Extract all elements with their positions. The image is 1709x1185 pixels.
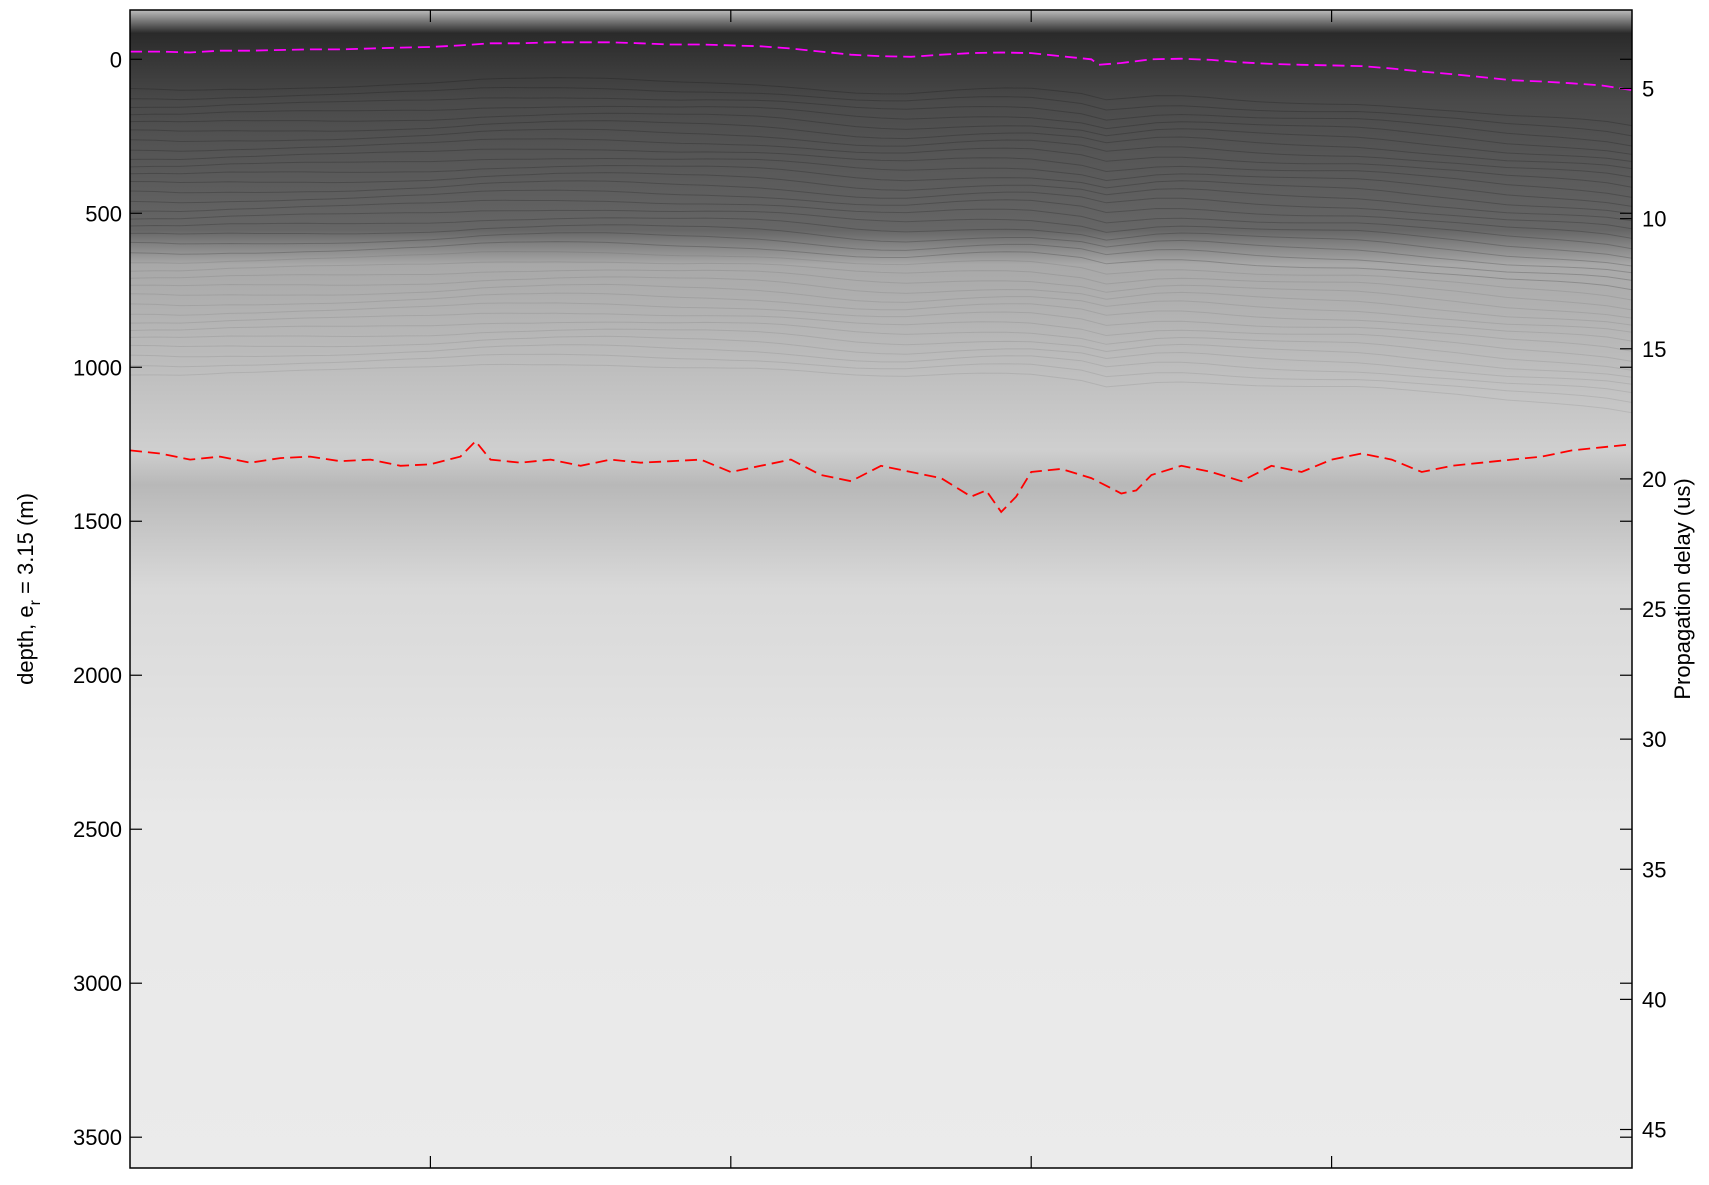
internal-layer	[130, 172, 1632, 222]
internal-layer	[130, 224, 1632, 274]
internal-layer	[130, 86, 1632, 137]
internal-layer	[130, 328, 1632, 378]
internal-layer	[130, 321, 1632, 371]
internal-layer	[130, 97, 1632, 147]
internal-layer	[130, 269, 1632, 319]
internal-layer	[130, 180, 1632, 230]
internal-layer	[130, 292, 1632, 342]
y2-tick-label: 25	[1642, 597, 1666, 622]
x-axis-ticks	[429, 10, 1333, 1168]
radar-image	[130, 10, 1632, 1168]
internal-layer	[130, 148, 1632, 198]
internal-layer	[130, 353, 1632, 403]
radar-texture	[130, 77, 1632, 414]
internal-layer	[130, 283, 1632, 333]
internal-layer	[130, 335, 1632, 385]
internal-layer	[130, 128, 1632, 178]
internal-layer	[130, 312, 1632, 362]
internal-layer	[130, 302, 1632, 352]
internal-layer	[130, 241, 1632, 291]
y2-tick-label: 20	[1642, 467, 1666, 492]
y2-axis-ticks: 5 10 15 20 25 30 35 40 45	[1620, 77, 1666, 1143]
y2-tick-label: 30	[1642, 727, 1666, 752]
y-tick-label: 3000	[73, 971, 122, 996]
internal-layer	[130, 112, 1632, 162]
internal-layer	[130, 138, 1632, 188]
internal-layer	[130, 209, 1632, 259]
y-tick-label: 1500	[73, 509, 122, 534]
internal-layer	[130, 363, 1632, 414]
plot-frame	[129, 9, 1633, 1169]
y2-tick-label: 35	[1642, 857, 1666, 882]
horizon-lines	[130, 41, 1632, 514]
y-tick-label: 2000	[73, 663, 122, 688]
y2-axis-label: Propagation delay (us)	[1670, 478, 1695, 699]
internal-layer	[130, 199, 1632, 250]
radar-background	[130, 10, 1632, 1168]
internal-layer	[130, 77, 1632, 127]
internal-layer	[130, 164, 1632, 215]
y2-tick-label: 45	[1642, 1118, 1666, 1143]
internal-layer	[130, 157, 1632, 207]
y2-tick-label: 10	[1642, 207, 1666, 232]
surface-horizon-line	[130, 41, 1632, 91]
internal-layer	[130, 261, 1632, 311]
y-axis-ticks: 0 500 1000 1500 2000 2500 3000 3500	[73, 47, 1632, 1150]
internal-layer	[130, 276, 1632, 326]
y-tick-label: 1000	[73, 355, 122, 380]
internal-layer	[130, 217, 1632, 267]
internal-layer	[130, 120, 1632, 170]
internal-layer	[130, 189, 1632, 239]
y-tick-label: 3500	[73, 1125, 122, 1150]
y2-tick-label: 5	[1642, 77, 1654, 102]
y-tick-label: 0	[110, 47, 122, 72]
internal-layer	[130, 344, 1632, 394]
y-axis-label: depth, er = 3.15 (m)	[13, 493, 44, 685]
bed-horizon-line	[130, 439, 1632, 514]
internal-layer	[130, 105, 1632, 155]
y-tick-label: 500	[85, 201, 122, 226]
y-tick-label: 2500	[73, 817, 122, 842]
y2-tick-label: 15	[1642, 337, 1666, 362]
y2-tick-label: 40	[1642, 987, 1666, 1012]
internal-layer	[130, 232, 1632, 281]
internal-layer	[130, 251, 1632, 301]
